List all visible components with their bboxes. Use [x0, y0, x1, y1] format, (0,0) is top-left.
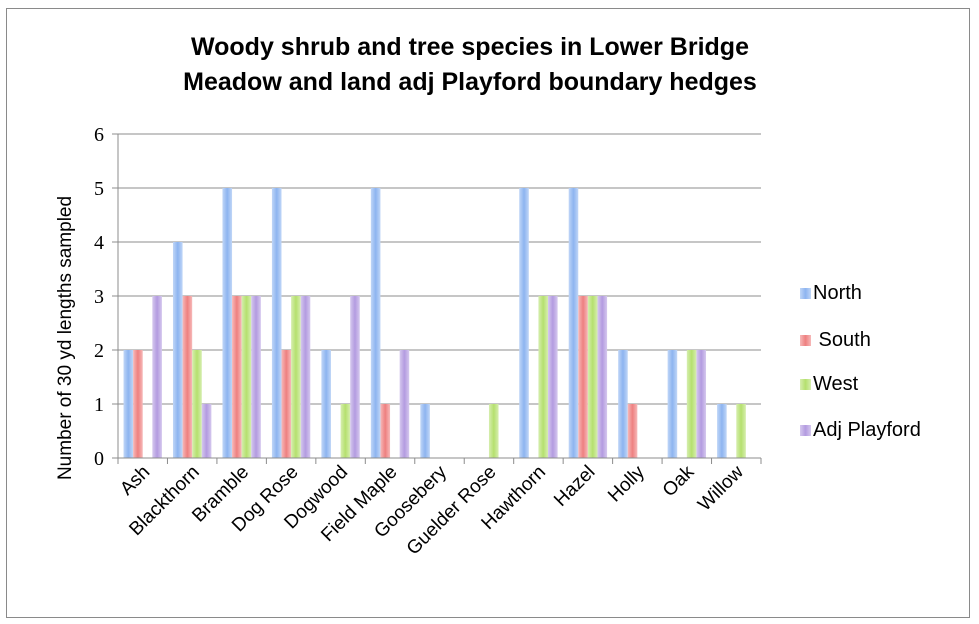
bar	[241, 296, 252, 458]
y-tick-label: 1	[94, 394, 104, 416]
y-tick-label: 2	[94, 340, 104, 362]
bar	[251, 296, 261, 458]
legend-swatch	[800, 379, 811, 390]
bar	[133, 350, 143, 458]
y-tick-label: 3	[94, 286, 104, 308]
bar	[350, 296, 360, 458]
bar	[340, 404, 351, 458]
bar	[291, 296, 301, 458]
legend-swatch	[800, 288, 811, 299]
bar	[172, 242, 183, 458]
bar	[232, 296, 242, 458]
bar	[420, 404, 430, 458]
bar	[399, 350, 410, 458]
legend-item: South	[800, 329, 871, 351]
legend-swatch	[800, 335, 811, 346]
x-tick-label: Willow	[694, 461, 748, 515]
bar	[597, 296, 608, 458]
bar	[123, 350, 134, 458]
chart-title: Woody shrub and tree species in Lower Br…	[183, 33, 757, 96]
bar	[578, 296, 588, 458]
bar	[717, 404, 727, 458]
bar	[271, 188, 282, 458]
bar	[152, 296, 162, 458]
bar	[488, 404, 499, 458]
legend-item: Adj Playford	[800, 419, 921, 441]
bar	[568, 188, 579, 458]
legend-item: West	[800, 373, 859, 395]
x-tick-label: Ash	[116, 462, 154, 500]
legend-label: South	[813, 329, 871, 351]
bar	[321, 350, 331, 458]
chart-frame	[6, 8, 970, 618]
legend-label: West	[813, 373, 859, 395]
bar	[192, 350, 202, 458]
bar	[548, 296, 558, 458]
bar	[182, 296, 193, 458]
bar	[300, 296, 311, 458]
bar	[201, 404, 212, 458]
legend-swatch	[800, 425, 811, 436]
y-axis-label: Number of 30 yd lengths sampled	[55, 196, 76, 480]
bar	[587, 296, 598, 458]
x-tick-label: Holly	[604, 461, 649, 506]
bar	[736, 404, 746, 458]
bar	[667, 350, 678, 458]
x-tick-label: Hazel	[550, 462, 599, 511]
y-tick-label: 5	[94, 178, 104, 200]
y-tick-label: 6	[94, 124, 104, 146]
bar	[696, 350, 707, 458]
bar	[370, 188, 381, 458]
bar	[618, 350, 628, 458]
bar	[627, 404, 638, 458]
legend-label: North	[813, 282, 862, 304]
legend-label: Adj Playford	[813, 419, 921, 441]
bar	[519, 188, 529, 458]
y-tick-label: 4	[94, 232, 104, 254]
bar	[380, 404, 391, 458]
x-tick-label: Oak	[659, 461, 699, 501]
bar	[538, 296, 549, 458]
bar	[686, 350, 697, 458]
y-tick-label: 0	[94, 448, 104, 470]
bar	[281, 350, 292, 458]
bar	[222, 188, 233, 458]
legend-item: North	[800, 282, 862, 304]
